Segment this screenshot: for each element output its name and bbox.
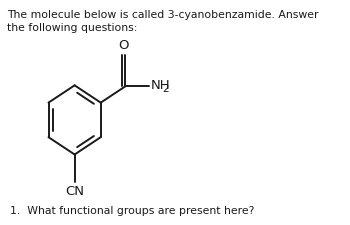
Text: 2: 2 [162, 84, 169, 94]
Text: NH: NH [150, 79, 170, 92]
Text: the following questions:: the following questions: [7, 23, 138, 33]
Text: 1.  What functional groups are present here?: 1. What functional groups are present he… [10, 206, 254, 216]
Text: The molecule below is called 3-cyanobenzamide. Answer: The molecule below is called 3-cyanobenz… [7, 10, 319, 20]
Text: O: O [118, 39, 129, 52]
Text: CN: CN [65, 185, 84, 198]
